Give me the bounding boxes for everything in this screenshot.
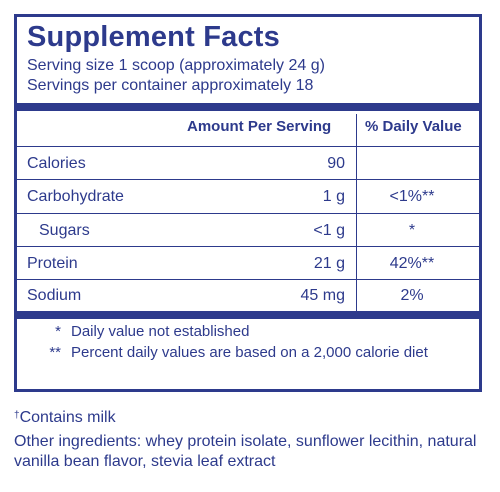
column-divider: [356, 114, 357, 311]
row-divider: [17, 246, 479, 247]
nutrient-name: Calories: [27, 155, 86, 172]
nutrient-daily-value: 42%**: [389, 255, 435, 272]
nutrient-amount: <1 g: [313, 222, 345, 239]
row-divider: [17, 179, 479, 180]
footnote-text: Daily value not established: [71, 323, 250, 340]
row-divider: [17, 146, 479, 147]
daily-value-header: % Daily Value: [365, 118, 462, 135]
other-ingredients: Other ingredients: whey protein isolate,…: [14, 433, 477, 470]
footnote-mark: *: [55, 323, 61, 340]
nutrient-name: Carbohydrate: [27, 188, 124, 205]
nutrient-amount: 21 g: [313, 255, 345, 272]
row-divider: [17, 213, 479, 214]
supplement-facts-panel: Supplement Facts Serving size 1 scoop (a…: [14, 14, 482, 392]
footnote-single-asterisk: * Daily value not established: [27, 322, 477, 342]
nutrient-row-protein: Protein 21 g 42%**: [17, 247, 479, 280]
nutrient-name: Protein: [27, 255, 78, 272]
nutrient-row-calories: Calories 90: [17, 147, 479, 180]
nutrient-daily-value: 2%: [400, 287, 424, 304]
dagger-mark: †: [14, 410, 20, 421]
footer-divider: [17, 311, 479, 319]
nutrient-daily-value: <1%**: [389, 188, 435, 205]
allergen-text: Contains milk: [19, 409, 116, 426]
header-divider: [17, 103, 479, 111]
panel-title: Supplement Facts: [27, 21, 280, 53]
nutrient-row-sugars: Sugars <1 g *: [17, 214, 479, 247]
row-divider: [17, 279, 479, 280]
nutrient-row-carbohydrate: Carbohydrate 1 g <1%**: [17, 180, 479, 213]
nutrient-amount: 90: [327, 155, 345, 172]
nutrient-name: Sugars: [39, 222, 90, 239]
allergen-statement: †Contains milk: [14, 408, 484, 428]
footnote-double-asterisk: ** Percent daily values are based on a 2…: [27, 343, 477, 383]
nutrient-name: Sodium: [27, 287, 82, 304]
nutrient-row-sodium: Sodium 45 mg 2%: [17, 279, 479, 312]
nutrient-daily-value: *: [408, 222, 416, 239]
serving-size: Serving size 1 scoop (approximately 24 g…: [27, 57, 325, 74]
servings-per-container: Servings per container approximately 18: [27, 77, 314, 94]
nutrient-amount: 45 mg: [300, 287, 345, 304]
nutrient-amount: 1 g: [322, 188, 345, 205]
amount-per-serving-header: Amount Per Serving: [187, 118, 332, 135]
footnote-mark: **: [49, 344, 61, 361]
footnote-text: Percent daily values are based on a 2,00…: [71, 344, 428, 361]
